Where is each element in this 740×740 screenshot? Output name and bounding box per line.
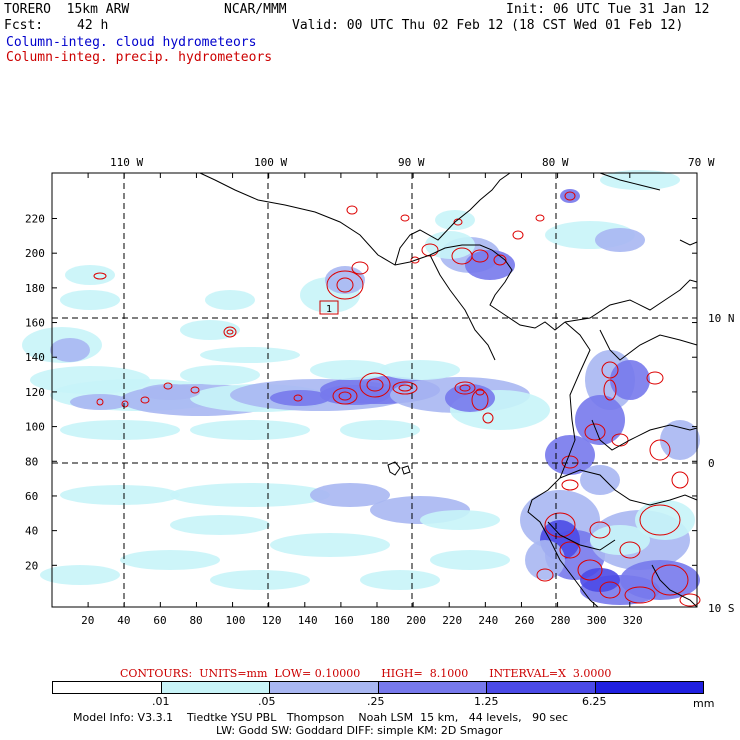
physics-info: LW: Godd SW: Goddard DIFF: simple KM: 2D… [216, 724, 503, 737]
x-tick-label: 20 [81, 614, 94, 627]
x-tick-label: 80 [189, 614, 202, 627]
colorbar-label-1: .01 [152, 695, 170, 708]
precip-field-title: Column-integ. precip. hydrometeors [6, 50, 273, 65]
colorbar-label-3: .25 [367, 695, 385, 708]
colorbar-label-5: 6.25 [582, 695, 607, 708]
x-tick-label: 260 [514, 614, 534, 627]
valid-time: Valid: 00 UTC Thu 02 Feb 12 (18 CST Wed … [292, 18, 684, 33]
y-tick-label: 200 [25, 247, 45, 260]
x-tick-label: 320 [623, 614, 643, 627]
y-tick-label: 20 [25, 559, 38, 572]
contour-info: CONTOURS: UNITS=mm LOW= 0.10000 HIGH= 8.… [120, 667, 612, 680]
x-tick-label: 280 [551, 614, 571, 627]
init-time: Init: 06 UTC Tue 31 Jan 12 [506, 2, 710, 17]
colorbar [52, 681, 704, 694]
storm-marker-label: 1 [326, 304, 332, 315]
x-tick-label: 180 [370, 614, 390, 627]
longitude-label: 100 W [254, 156, 287, 169]
plot-frame [51, 172, 698, 608]
model-name: TORERO 15km ARW [4, 2, 130, 17]
colorbar-label-4: 1.25 [474, 695, 499, 708]
y-tick-label: 100 [25, 421, 45, 434]
colorbar-bin-5 [595, 682, 703, 693]
colorbar-label-2: .05 [258, 695, 276, 708]
storm-marker [319, 300, 339, 315]
y-tick-label: 80 [25, 455, 38, 468]
colorbar-unit: mm [693, 697, 715, 710]
y-tick-label: 220 [25, 213, 45, 226]
longitude-label: 80 W [542, 156, 569, 169]
x-tick-label: 60 [153, 614, 166, 627]
forecast-label: Fcst: [4, 18, 44, 33]
colorbar-bin-0 [53, 682, 162, 693]
y-tick-label: 140 [25, 351, 45, 364]
forecast-hour: 42 h [77, 18, 109, 33]
graticule [52, 173, 697, 607]
longitude-label: 110 W [110, 156, 143, 169]
y-tick-label: 40 [25, 525, 38, 538]
x-tick-label: 140 [298, 614, 318, 627]
y-tick-label: 160 [25, 317, 45, 330]
precip-contours [93, 191, 701, 607]
latitude-label: 0 [708, 457, 715, 470]
colorbar-bin-2 [270, 682, 379, 693]
coastline [199, 172, 698, 608]
y-tick-label: 120 [25, 386, 45, 399]
x-tick-label: 120 [262, 614, 282, 627]
x-tick-label: 40 [117, 614, 130, 627]
x-tick-label: 220 [442, 614, 462, 627]
x-tick-label: 200 [406, 614, 426, 627]
model-info: Model Info: V3.3.1 Tiedtke YSU PBL Thomp… [73, 711, 569, 724]
latitude-label: 10 N [708, 312, 735, 325]
x-tick-label: 160 [334, 614, 354, 627]
colorbar-bin-1 [161, 682, 270, 693]
organization: NCAR/MMM [224, 2, 287, 17]
cloud-field-title: Column-integ. cloud hydrometeors [6, 35, 257, 50]
x-tick-label: 240 [478, 614, 498, 627]
y-tick-label: 180 [25, 282, 45, 295]
latitude-label: 10 S [708, 602, 735, 615]
longitude-label: 70 W [688, 156, 715, 169]
colorbar-bin-4 [487, 682, 596, 693]
longitude-label: 90 W [398, 156, 425, 169]
cloud-shading [22, 170, 700, 605]
y-tick-label: 60 [25, 490, 38, 503]
x-tick-label: 100 [226, 614, 246, 627]
x-tick-label: 300 [587, 614, 607, 627]
colorbar-bin-3 [378, 682, 487, 693]
